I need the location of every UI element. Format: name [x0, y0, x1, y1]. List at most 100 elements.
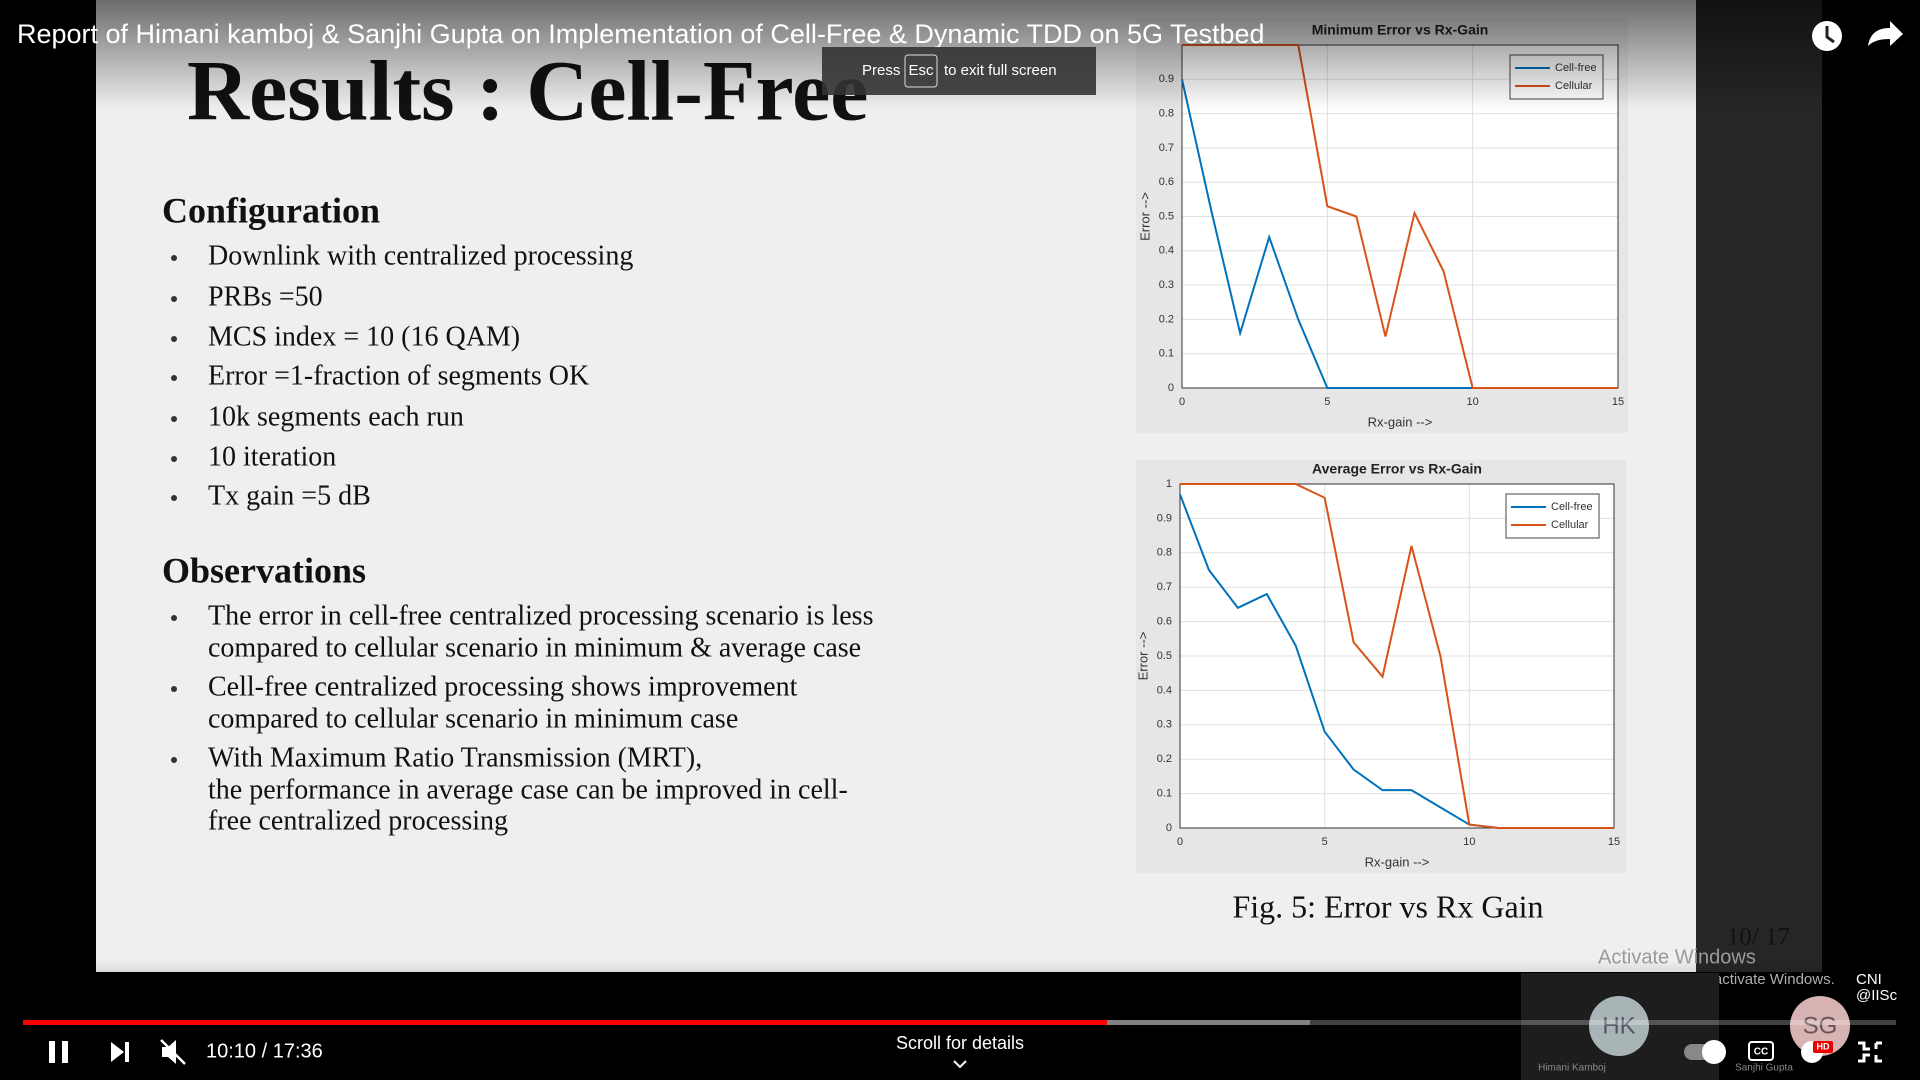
x-tick-label: 0	[1179, 396, 1185, 408]
next-button[interactable]	[111, 1042, 129, 1062]
section-heading: Configuration	[162, 190, 380, 230]
x-tick-label: 5	[1322, 836, 1328, 848]
y-tick-label: 0.8	[1159, 108, 1174, 120]
participant-name: Himani Kamboj	[1538, 1063, 1606, 1074]
bullet-text: 10k segments each run	[208, 401, 464, 432]
x-axis-label: Rx-gain -->	[1365, 854, 1430, 869]
slide-content: Results : Cell-Free Fig. 5: Error vs Rx …	[162, 18, 1790, 951]
y-tick-label: 0.6	[1157, 616, 1172, 628]
key-box	[904, 54, 938, 88]
hd-label: HD	[1817, 1041, 1830, 1051]
bullet-text: The error in cell-free centralized proce…	[208, 600, 873, 631]
speaker-icon	[162, 1040, 176, 1064]
clock-hands	[1825, 26, 1835, 44]
y-tick-label: 0.1	[1159, 348, 1174, 360]
y-tick-label: 0	[1168, 382, 1174, 394]
channel-line: CNI	[1856, 971, 1882, 988]
bullet	[171, 686, 177, 692]
avatar-initials: SG	[1803, 1012, 1838, 1039]
bullet-text: 10 iteration	[208, 441, 336, 472]
y-tick-label: 0.7	[1157, 581, 1172, 593]
pause-bar	[62, 1041, 68, 1063]
y-tick-label: 0.5	[1159, 210, 1174, 222]
bullet	[171, 456, 177, 462]
bullet	[171, 375, 177, 381]
x-tick-label: 10	[1463, 836, 1475, 848]
y-tick-label: 0.5	[1157, 650, 1172, 662]
autoplay-knob	[1702, 1040, 1726, 1064]
bullet-text: PRBs =50	[208, 281, 323, 312]
bullet	[171, 757, 177, 763]
y-tick-label: 0.3	[1157, 719, 1172, 731]
x-tick-label: 0	[1177, 836, 1183, 848]
bullet	[171, 416, 177, 422]
watch-later-button[interactable]	[1812, 21, 1842, 51]
x-tick-label: 15	[1608, 836, 1620, 848]
y-tick-label: 1	[1166, 478, 1172, 490]
bullet	[171, 615, 177, 621]
bullet-text: free centralized processing	[208, 805, 508, 836]
chart-title: Average Error vs Rx-Gain	[1312, 461, 1482, 477]
x-axis-label: Rx-gain -->	[1368, 414, 1433, 429]
y-axis-label: Error -->	[1135, 632, 1150, 681]
bullet	[171, 296, 177, 302]
y-tick-label: 0.2	[1159, 313, 1174, 325]
x-tick-label: 5	[1324, 396, 1330, 408]
y-tick-label: 0	[1166, 822, 1172, 834]
mute-button[interactable]	[160, 1039, 186, 1065]
video-title[interactable]: Report of Himani kamboj & Sanjhi Gupta o…	[17, 19, 1265, 49]
legend-box	[1505, 493, 1600, 539]
hd-badge	[1813, 1041, 1833, 1053]
bullet	[171, 255, 177, 261]
time-display: 10:10 / 17:36	[206, 1040, 323, 1062]
x-tick-label: 10	[1467, 396, 1479, 408]
y-tick-label: 0.7	[1159, 142, 1174, 154]
avatar	[1790, 996, 1850, 1056]
scroll-chevron	[953, 1060, 967, 1069]
axes-box	[1179, 483, 1615, 829]
y-tick-label: 0.4	[1157, 684, 1172, 696]
legend-label: Cellular	[1551, 519, 1589, 531]
avatar	[1589, 996, 1649, 1056]
bullet-text: With Maximum Ratio Transmission (MRT),	[208, 742, 702, 773]
section-heading: Observations	[162, 550, 366, 590]
y-tick-label: 0.1	[1157, 788, 1172, 800]
bullet-text: Cell-free centralized processing shows i…	[208, 671, 798, 702]
bullet-text: compared to cellular scenario in minimum…	[208, 703, 738, 734]
bullet	[171, 495, 177, 501]
share-button[interactable]	[1868, 21, 1903, 46]
y-tick-label: 0.4	[1159, 245, 1174, 257]
y-tick-label: 0.8	[1157, 547, 1172, 559]
cc-label: CC	[1754, 1047, 1768, 1058]
data-line	[1180, 483, 1614, 829]
page-number: 10/ 17	[1727, 924, 1790, 951]
bullet-text: Error =1-fraction of segments OK	[208, 360, 589, 391]
bullet	[171, 336, 177, 342]
exit-fullscreen-button[interactable]	[1858, 1041, 1882, 1063]
y-axis-label: Error -->	[1137, 192, 1152, 241]
y-tick-label: 0.3	[1159, 279, 1174, 291]
cc-button[interactable]	[1748, 1041, 1774, 1061]
y-tick-label: 0.2	[1157, 753, 1172, 765]
bullet-text: Tx gain =5 dB	[208, 480, 371, 511]
bullet-text: MCS index = 10 (16 QAM)	[208, 321, 520, 352]
mute-slash	[160, 1039, 186, 1065]
hint-key: Esc	[908, 62, 934, 79]
scroll-hint[interactable]: Scroll for details	[896, 1033, 1024, 1053]
y-tick-label: 0.9	[1157, 512, 1172, 524]
channel-line: @IISc	[1856, 987, 1898, 1004]
hint-press: Press	[862, 62, 900, 79]
avatar-initials: HK	[1602, 1012, 1635, 1039]
figure-caption: Fig. 5: Error vs Rx Gain	[1232, 888, 1543, 924]
side-panel	[1696, 0, 1822, 972]
legend-label: Cell-free	[1551, 501, 1593, 513]
hint-text: to exit full screen	[944, 62, 1057, 79]
progress-played	[23, 1020, 1107, 1025]
fullscreen-hint	[822, 47, 1096, 95]
bullet-text: compared to cellular scenario in minimum…	[208, 632, 861, 663]
participant-name: Sanjhi Gupta	[1735, 1063, 1793, 1074]
x-tick-label: 15	[1612, 396, 1624, 408]
chart: 00.10.20.30.40.50.60.70.80.910 5 10 15Avera…	[1135, 460, 1626, 873]
pause-button[interactable]	[49, 1041, 68, 1063]
